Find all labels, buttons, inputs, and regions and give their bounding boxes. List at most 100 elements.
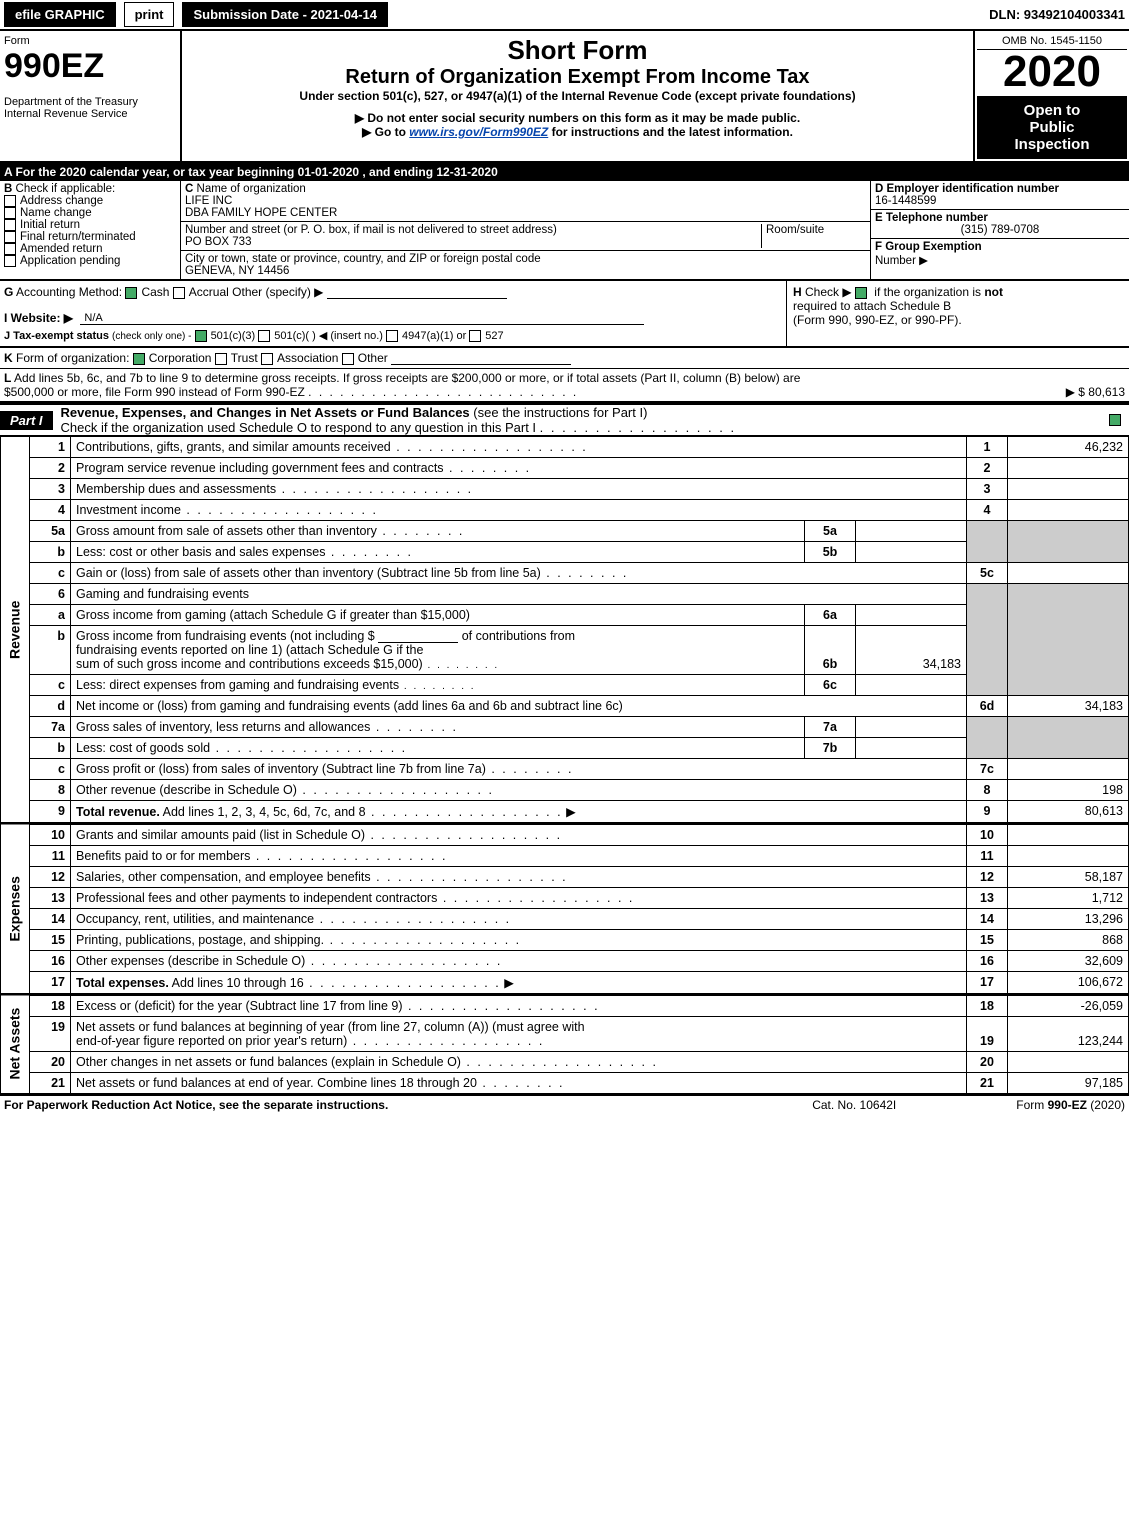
line21-val: 97,185	[1008, 1073, 1129, 1094]
part1-dots	[540, 420, 736, 435]
open1: Open to	[979, 102, 1125, 119]
title-left: Form 990EZ Department of the Treasury In…	[0, 31, 182, 161]
line2-text: Program service revenue including govern…	[76, 461, 444, 475]
notice2: ▶ Go to www.irs.gov/Form990EZ for instru…	[186, 125, 969, 139]
b-letter: B	[4, 183, 12, 195]
chk-501c[interactable]	[258, 330, 270, 342]
chk-501c3[interactable]	[195, 330, 207, 342]
footer-right: Form 990-EZ (2020)	[1016, 1098, 1125, 1112]
part1-check-note: Check if the organization used Schedule …	[61, 420, 537, 435]
g-other-fill	[327, 298, 507, 299]
l-arrow: ▶ $ 80,613	[1066, 385, 1125, 399]
line17-val: 106,672	[1008, 972, 1129, 994]
subtitle: Under section 501(c), 527, or 4947(a)(1)…	[186, 89, 969, 103]
graphic-label: GRAPHIC	[45, 7, 105, 22]
line19a-text: Net assets or fund balances at beginning…	[76, 1020, 585, 1034]
efile-label: efile	[15, 7, 41, 22]
line12-text: Salaries, other compensation, and employ…	[76, 870, 371, 884]
check-if-label: Check if applicable:	[16, 183, 116, 195]
expenses-table: Expenses 10 Grants and similar amounts p…	[0, 823, 1129, 994]
side-netassets: Net Assets	[1, 995, 30, 1094]
section-bcdef: B Check if applicable: Address change Na…	[0, 181, 1129, 281]
notice2-pre: ▶ Go to	[362, 125, 409, 139]
chk-accrual[interactable]	[173, 287, 185, 299]
short-form-title: Short Form	[186, 35, 969, 66]
chk-4947[interactable]	[386, 330, 398, 342]
line6b4-text: sum of such gross income and contributio…	[76, 657, 423, 671]
submission-date: Submission Date - 2021-04-14	[182, 2, 388, 27]
line3-text: Membership dues and assessments	[76, 482, 276, 496]
open3: Inspection	[979, 136, 1125, 153]
col-def: D Employer identification number 16-1448…	[870, 181, 1129, 279]
line7c-text: Gross profit or (loss) from sales of inv…	[76, 762, 486, 776]
col-b: B Check if applicable: Address change Na…	[0, 181, 181, 279]
j-label: J Tax-exempt status	[4, 330, 109, 342]
footer-right-c: (2020)	[1087, 1098, 1125, 1112]
dln-label: DLN: 93492104003341	[989, 7, 1125, 22]
line19-val: 123,244	[1008, 1017, 1129, 1052]
line13-val: 1,712	[1008, 888, 1129, 909]
j-501c3: 501(c)(3)	[211, 330, 256, 342]
city-label: City or town, state or province, country…	[185, 253, 541, 265]
line6b3-text: fundraising events reported on line 1) (…	[76, 643, 423, 657]
footer-left: For Paperwork Reduction Act Notice, see …	[4, 1098, 388, 1112]
row-gh: G Accounting Method: Cash Accrual Other …	[0, 281, 1129, 348]
j-527: 527	[485, 330, 503, 342]
opt-address: Address change	[20, 195, 103, 207]
i-label: I Website: ▶	[4, 311, 73, 325]
g-text: Accounting Method:	[16, 285, 122, 299]
footer-right-b: 990-EZ	[1048, 1098, 1087, 1112]
footer: For Paperwork Reduction Act Notice, see …	[0, 1094, 1129, 1114]
chk-h[interactable]	[855, 287, 867, 299]
line5c-text: Gain or (loss) from sale of assets other…	[76, 566, 541, 580]
chk-pending[interactable]	[4, 255, 16, 267]
l-row: L Add lines 5b, 6c, and 7b to line 9 to …	[0, 369, 1129, 403]
chk-initial[interactable]	[4, 219, 16, 231]
print-button[interactable]: print	[124, 2, 175, 27]
h-text1: Check ▶	[805, 285, 852, 299]
line6b2-text: of contributions from	[462, 629, 575, 643]
irs-label: Internal Revenue Service	[4, 108, 176, 120]
chk-amended[interactable]	[4, 243, 16, 255]
g-letter: G	[4, 285, 13, 299]
chk-cash[interactable]	[125, 287, 137, 299]
chk-final[interactable]	[4, 231, 16, 243]
chk-schedule-o[interactable]	[1109, 414, 1121, 426]
tax-year: 2020	[977, 50, 1127, 94]
website-val: N/A	[80, 312, 644, 325]
g-accrual: Accrual	[189, 285, 229, 299]
l-dots	[308, 385, 495, 399]
line9-val: 80,613	[1008, 801, 1129, 823]
c-letter: C	[185, 183, 193, 195]
department: Department of the Treasury	[4, 96, 176, 108]
line5b-text: Less: cost or other basis and sales expe…	[76, 545, 325, 559]
irs-link[interactable]: www.irs.gov/Form990EZ	[409, 125, 548, 139]
l-text2: $500,000 or more, file Form 990 instead …	[4, 385, 305, 399]
h-not: not	[984, 285, 1003, 299]
footer-right-a: Form	[1016, 1098, 1047, 1112]
opt-name: Name change	[20, 207, 92, 219]
chk-assoc[interactable]	[261, 353, 273, 365]
opt-initial: Initial return	[20, 219, 80, 231]
chk-trust[interactable]	[215, 353, 227, 365]
k-text: Form of organization:	[16, 351, 129, 365]
line21-text: Net assets or fund balances at end of ye…	[76, 1076, 477, 1090]
line14-val: 13,296	[1008, 909, 1129, 930]
chk-address[interactable]	[4, 195, 16, 207]
ein-val: 16-1448599	[875, 195, 936, 207]
chk-name[interactable]	[4, 207, 16, 219]
g-cash: Cash	[141, 285, 169, 299]
h-text4: (Form 990, 990-EZ, or 990-PF).	[793, 313, 962, 327]
part1-title-b: Revenue, Expenses, and Changes in Net As…	[61, 405, 470, 420]
title-block: Form 990EZ Department of the Treasury In…	[0, 31, 1129, 163]
line19b-text: end-of-year figure reported on prior yea…	[76, 1034, 347, 1048]
part1-title: Revenue, Expenses, and Changes in Net As…	[61, 405, 737, 435]
org-name-1: LIFE INC	[185, 195, 232, 207]
line6c-text: Less: direct expenses from gaming and fu…	[76, 678, 399, 692]
chk-other[interactable]	[342, 353, 354, 365]
chk-corp[interactable]	[133, 353, 145, 365]
efile-button[interactable]: efile GRAPHIC	[4, 2, 116, 27]
line4-text: Investment income	[76, 503, 181, 517]
tax-year-row: A For the 2020 calendar year, or tax yea…	[0, 163, 1129, 181]
chk-527[interactable]	[469, 330, 481, 342]
